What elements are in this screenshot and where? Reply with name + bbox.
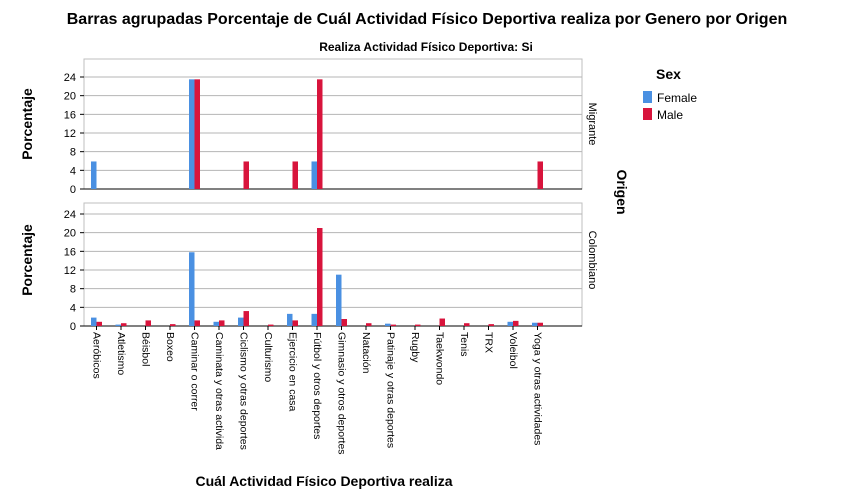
panel-top-frame	[83, 58, 583, 190]
y-tick-label: 4	[70, 165, 76, 177]
y-tick-label: 24	[64, 209, 76, 221]
chart-title: Barras agrupadas Porcentaje de Cuál Acti…	[67, 11, 788, 28]
legend-title: Sex	[656, 66, 681, 82]
x-category-label-gimnasio-y-otros-deportes: Gimnasio y otros deportes	[336, 332, 348, 455]
legend-swatch-male	[643, 108, 652, 120]
panel-bottom-bars	[91, 228, 543, 326]
bar-colombiano-male-ciclismo-y-otras-deportes	[243, 311, 249, 326]
bar-colombiano-female-caminata-y-otras-activida	[213, 321, 219, 326]
panel-bottom-frame	[83, 202, 583, 327]
x-category-label-trx: TRX	[483, 332, 495, 353]
bar-colombiano-male-natacion	[366, 323, 372, 326]
x-category-label-taekwondo: Taekwondo	[434, 332, 446, 385]
y-axis-label-bottom: Porcentaje	[19, 224, 35, 296]
y-tick-label: 0	[70, 184, 76, 196]
bar-colombiano-female-futbol-y-otros-deportes	[311, 313, 317, 326]
x-category-label-ciclismo-y-otras-deportes: Ciclismo y otras deportes	[238, 332, 250, 450]
bar-colombiano-male-ejercicio-en-casa	[292, 320, 298, 326]
bar-colombiano-male-aerobicos	[96, 321, 102, 326]
y-tick-label: 4	[70, 302, 76, 314]
legend-swatch-female	[643, 91, 652, 103]
x-category-label-caminar-o-correr: Caminar o correr	[189, 332, 201, 411]
x-category-label-patinaje-y-otras-deportes: Patinaje y otras deportes	[385, 332, 397, 448]
bar-colombiano-male-taekwondo	[439, 318, 445, 326]
bar-colombiano-male-boxeo	[170, 324, 176, 326]
x-category-label-atletismo: Atletismo	[115, 332, 127, 375]
y-tick-label: 12	[64, 265, 76, 277]
x-category-label-tenis: Tenis	[458, 332, 470, 357]
bar-migrante-male-ejercicio-en-casa	[292, 161, 298, 189]
bar-migrante-male-yoga-y-otras-actividades	[537, 161, 543, 189]
x-category-label-natacion: Natación	[360, 332, 372, 374]
bar-colombiano-male-tenis	[464, 323, 470, 326]
row-axis-label: Origen	[614, 169, 630, 214]
x-category-label-boxeo: Boxeo	[164, 332, 176, 362]
y-axis-label-top: Porcentaje	[19, 88, 35, 160]
bar-colombiano-female-yoga-y-otras-actividades	[532, 322, 538, 326]
x-category-label-yoga-y-otras-actividades: Yoga y otras actividades	[532, 332, 544, 445]
panel-top-y-ticks: 0 4 8 12 16 20 24	[64, 72, 84, 196]
bar-migrante-male-futbol-y-otros-deportes	[317, 79, 323, 189]
chart-subtitle: Realiza Actividad Físico Deportiva: Si	[319, 40, 533, 54]
x-category-labels: Aeróbicos Atletismo Béisbol Boxeo Caminar o …	[91, 326, 544, 455]
y-tick-label: 20	[64, 228, 76, 240]
legend: Sex Female Male	[643, 66, 697, 122]
y-tick-label: 12	[64, 128, 76, 140]
panel-top-bars	[91, 79, 543, 189]
bar-colombiano-male-atletismo	[121, 323, 127, 326]
bar-migrante-female-caminar-o-correr	[189, 79, 195, 189]
x-category-label-culturismo: Culturismo	[262, 332, 274, 382]
panel-bottom-gridlines	[84, 213, 582, 327]
bar-colombiano-female-patinaje-y-otras-deportes	[385, 323, 391, 326]
bar-colombiano-male-trx	[488, 324, 494, 326]
y-tick-label: 16	[64, 246, 76, 258]
y-tick-label: 24	[64, 72, 76, 84]
bar-colombiano-female-voleibol	[507, 321, 513, 326]
bar-colombiano-female-ciclismo-y-otras-deportes	[238, 317, 244, 326]
bar-colombiano-female-gimnasio-y-otros-deportes	[336, 274, 342, 326]
bar-colombiano-female-aerobicos	[91, 317, 97, 326]
bar-colombiano-male-yoga-y-otras-actividades	[537, 322, 543, 326]
x-category-label-beisbol: Béisbol	[140, 332, 152, 366]
bar-colombiano-male-rugby	[415, 324, 421, 326]
panel-label-colombiano: Colombiano	[586, 231, 598, 290]
bar-colombiano-male-caminata-y-otras-activida	[219, 320, 225, 326]
y-tick-label: 0	[70, 321, 76, 333]
bar-colombiano-male-caminar-o-correr	[194, 320, 200, 326]
x-category-label-futbol-y-otros-deportes: Fútbol y otros deportes	[311, 332, 323, 439]
legend-label-male: Male	[657, 108, 683, 122]
bar-colombiano-male-futbol-y-otros-deportes	[317, 228, 323, 326]
x-category-label-rugby: Rugby	[409, 332, 421, 363]
x-category-label-voleibol: Voleibol	[507, 332, 519, 369]
bar-migrante-female-futbol-y-otros-deportes	[311, 161, 317, 189]
y-tick-label: 8	[70, 147, 76, 159]
legend-label-female: Female	[657, 91, 697, 105]
y-tick-label: 20	[64, 91, 76, 103]
bar-colombiano-female-atletismo	[115, 324, 121, 326]
bar-colombiano-female-caminar-o-correr	[189, 252, 195, 326]
y-tick-label: 8	[70, 284, 76, 296]
bar-migrante-male-caminar-o-correr	[194, 79, 200, 189]
panel-label-migrante: Migrante	[586, 103, 598, 146]
bar-colombiano-male-patinaje-y-otras-deportes	[390, 324, 396, 326]
bar-colombiano-male-voleibol	[513, 320, 519, 326]
bar-migrante-male-ciclismo-y-otras-deportes	[243, 161, 249, 189]
panel-bottom-y-ticks: 0 4 8 12 16 20 24	[64, 209, 84, 333]
bar-migrante-female-aerobicos	[91, 161, 97, 189]
bar-colombiano-male-gimnasio-y-otros-deportes	[341, 319, 347, 326]
x-category-label-ejercicio-en-casa: Ejercicio en casa	[287, 332, 299, 412]
y-tick-label: 16	[64, 109, 76, 121]
x-category-label-aerobicos: Aeróbicos	[91, 332, 103, 379]
panel-top-gridlines	[84, 76, 582, 190]
bar-colombiano-female-ejercicio-en-casa	[287, 313, 293, 326]
bar-colombiano-male-culturismo	[268, 324, 274, 326]
x-category-label-caminata-y-otras-activida: Caminata y otras activida	[213, 332, 225, 450]
bar-colombiano-male-beisbol	[145, 320, 151, 326]
x-axis-label: Cuál Actividad Físico Deportiva realiza	[195, 473, 452, 489]
